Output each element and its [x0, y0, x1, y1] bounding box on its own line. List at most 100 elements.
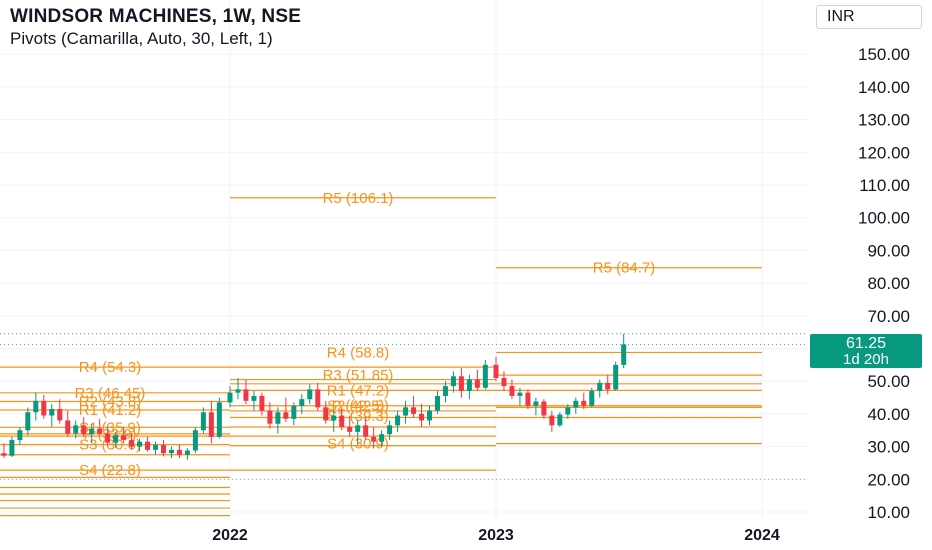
candle-body — [419, 413, 425, 421]
candle-body — [411, 407, 417, 414]
y-axis-tick-label: 100.00 — [858, 209, 910, 228]
candle-body — [267, 410, 273, 424]
candle-body — [283, 412, 289, 419]
candle-body — [33, 400, 39, 413]
candle-body — [113, 435, 119, 443]
candle-body — [339, 415, 345, 427]
candle-body — [565, 407, 571, 415]
candle-body — [434, 395, 440, 411]
candle-body — [442, 386, 448, 396]
candle-body — [403, 407, 409, 416]
candle-body — [1, 453, 7, 456]
candle-body — [597, 382, 603, 392]
pivot-label: S4 (22.8) — [79, 462, 141, 479]
x-axis-tick-label: 2022 — [212, 527, 248, 544]
candle-body — [184, 450, 190, 455]
candle-body — [533, 401, 539, 406]
chart-title: WINDSOR MACHINES, 1W, NSE — [10, 6, 302, 27]
candle-body — [581, 400, 587, 406]
candle-body — [605, 382, 611, 390]
y-axis-tick-label: 20.00 — [867, 470, 910, 489]
pivot-label: R3 (46.45) — [75, 385, 146, 402]
candle-body — [450, 376, 456, 387]
pivot-label: R5 (106.1) — [323, 190, 394, 207]
candle-body — [347, 426, 353, 432]
candle-body — [137, 441, 143, 447]
candle-body — [299, 399, 305, 406]
candle-body — [315, 389, 321, 408]
candle-body — [493, 364, 499, 378]
pivot-label: R1 (41.2) — [79, 402, 142, 419]
candle-body — [395, 415, 401, 426]
candle-body — [474, 379, 480, 388]
pivot-label: P (42.5) — [331, 398, 384, 415]
pivot-label: R3 (51.85) — [323, 367, 394, 384]
candle-body — [427, 410, 432, 421]
candle-body — [57, 408, 63, 421]
candle-body — [192, 430, 198, 451]
candle-body — [621, 344, 627, 365]
candle-body — [573, 400, 579, 408]
pivot-label: R5 (84.7) — [593, 260, 656, 277]
candle-body — [458, 376, 464, 392]
candle-body — [25, 412, 31, 431]
candle-body — [105, 433, 111, 443]
candle-body — [251, 395, 257, 401]
y-axis-tick-label: 50.00 — [867, 372, 910, 391]
candle-body — [216, 402, 222, 437]
y-axis-tick-label: 10.00 — [867, 503, 910, 522]
candle-body — [363, 425, 369, 437]
y-axis-tick-label: 140.00 — [858, 78, 910, 97]
candle-body — [379, 434, 385, 442]
pivot-label: R1 (47.2) — [327, 382, 390, 399]
candle-body — [355, 425, 361, 432]
candle-body — [466, 379, 472, 392]
currency-selector[interactable]: INR — [816, 5, 922, 29]
candle-body — [557, 414, 563, 426]
candle-body — [613, 364, 619, 390]
candle-body — [323, 407, 329, 421]
y-axis-tick-label: 130.00 — [858, 111, 910, 130]
pivot-label: S3 (30.6) — [79, 437, 141, 454]
candle-body — [549, 415, 555, 426]
y-axis-tick-label: 30.00 — [867, 438, 910, 457]
candle-body — [291, 405, 297, 419]
y-axis-tick-label: 150.00 — [858, 45, 910, 64]
pivot-label: S1 (35.9) — [79, 419, 141, 436]
candle-body — [176, 449, 182, 455]
candle-body — [81, 425, 87, 435]
candle-body — [200, 412, 206, 431]
candle-body — [65, 420, 71, 434]
candle-body — [208, 412, 214, 437]
candle-body — [243, 389, 249, 401]
y-axis-tick-label: 40.00 — [867, 405, 910, 424]
pivot-label: S2 (42.5) — [327, 398, 389, 415]
pivot-label: R4 (58.8) — [327, 344, 390, 361]
candle-body — [501, 377, 507, 387]
candle-body — [168, 449, 174, 454]
pivot-label: R4 (54.3) — [79, 359, 142, 376]
candle-body — [145, 441, 151, 450]
candle-body — [89, 428, 95, 435]
candle-body — [235, 389, 241, 393]
candle-body — [331, 415, 337, 421]
candle-body — [482, 364, 488, 388]
y-axis-tick-label: 70.00 — [867, 307, 910, 326]
candle-body — [49, 408, 55, 416]
indicator-label[interactable]: Pivots (Camarilla, Auto, 30, Left, 1) — [10, 29, 273, 48]
candle-body — [9, 440, 15, 456]
y-axis-tick-label: 80.00 — [867, 274, 910, 293]
candle-body — [17, 430, 23, 441]
y-axis-tick-label: 90.00 — [867, 241, 910, 260]
last-price-value: 61.25 — [845, 335, 887, 352]
y-axis-tick-label: 110.00 — [859, 176, 910, 195]
candle-body — [525, 392, 531, 406]
candle-body — [121, 435, 127, 441]
candle-body — [97, 428, 103, 434]
candle-body — [227, 392, 233, 403]
candle-body — [153, 444, 159, 450]
candle-body — [41, 400, 47, 416]
y-axis-tick-label: 120.00 — [858, 143, 910, 162]
